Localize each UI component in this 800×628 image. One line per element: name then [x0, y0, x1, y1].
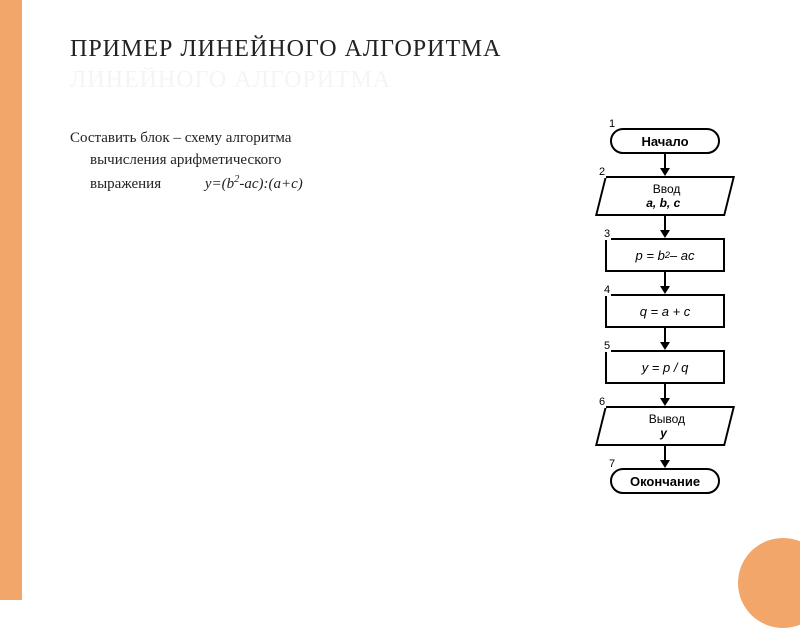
connector-arrow	[660, 168, 670, 176]
connector-arrow	[660, 286, 670, 294]
connector-line	[664, 446, 666, 460]
io-label: Вывод	[649, 412, 685, 426]
connector-arrow	[660, 230, 670, 238]
process-node: q = a + c	[605, 294, 725, 328]
connector-arrow	[660, 342, 670, 350]
io-node: Вводa, b, c	[595, 176, 735, 216]
slide-title: ПРИМЕР ЛИНЕЙНОГО АЛГОРИТМА	[70, 36, 780, 63]
node-number: 7	[608, 458, 616, 470]
node-number: 2	[598, 166, 606, 178]
task-formula: у=(b2-ac):(a+c)	[165, 176, 303, 192]
task-column: Составить блок – схему алгоритма вычисле…	[70, 128, 550, 494]
connector-line	[664, 272, 666, 286]
task-line2: вычисления арифметического	[70, 152, 281, 168]
connector-line	[664, 154, 666, 168]
task-line1: Составить блок – схему алгоритма	[70, 130, 291, 146]
flowchart-node: 3p = b2 – ac	[605, 238, 725, 272]
accent-stripe	[0, 0, 22, 600]
connector-line	[664, 328, 666, 342]
io-vars: a, b, c	[646, 196, 680, 210]
connector-line	[664, 384, 666, 398]
process-node: p = b2 – ac	[605, 238, 725, 272]
io-vars: y	[660, 426, 667, 440]
flowchart-node: 4q = a + c	[605, 294, 725, 328]
io-node: Выводy	[595, 406, 735, 446]
task-line3: выражения	[70, 176, 161, 192]
flowchart-column: 1Начало2Вводa, b, c3p = b2 – ac4q = a + …	[550, 128, 780, 494]
node-number: 5	[603, 340, 611, 352]
flowchart-node: 2Вводa, b, c	[600, 176, 730, 216]
terminal-node: Окончание	[610, 468, 720, 494]
flowchart: 1Начало2Вводa, b, c3p = b2 – ac4q = a + …	[575, 128, 755, 494]
flowchart-node: 7Окончание	[610, 468, 720, 494]
connector-arrow	[660, 460, 670, 468]
flowchart-node: 5y = p / q	[605, 350, 725, 384]
io-label: Ввод	[653, 182, 681, 196]
node-number: 3	[603, 228, 611, 240]
node-number: 4	[603, 284, 611, 296]
terminal-node: Начало	[610, 128, 720, 154]
node-number: 6	[598, 396, 606, 408]
content-row: Составить блок – схему алгоритма вычисле…	[70, 128, 780, 494]
slide-body: ПРИМЕР ЛИНЕЙНОГО АЛГОРИТМА ЛИНЕЙНОГО АЛГ…	[40, 0, 800, 600]
flowchart-node: 1Начало	[610, 128, 720, 154]
task-text: Составить блок – схему алгоритма вычисле…	[70, 128, 530, 195]
process-node: y = p / q	[605, 350, 725, 384]
node-number: 1	[608, 118, 616, 130]
connector-line	[664, 216, 666, 230]
ghost-subtitle: ЛИНЕЙНОГО АЛГОРИТМА	[70, 67, 780, 94]
flowchart-node: 6Выводy	[600, 406, 730, 446]
connector-arrow	[660, 398, 670, 406]
